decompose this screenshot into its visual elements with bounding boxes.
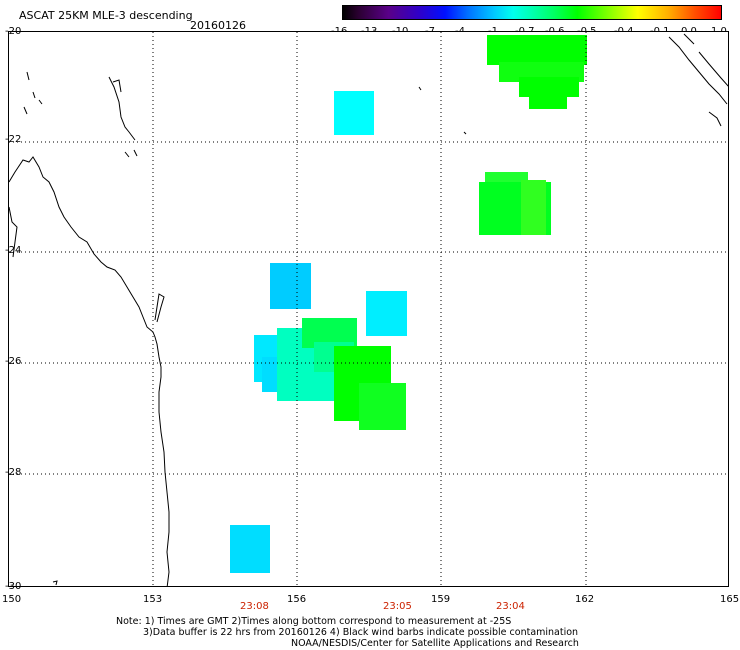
note-line-1: Note: 1) Times are GMT 2)Times along bot… [116,616,512,627]
lon-label: 153 [143,594,163,605]
lat-label: -26 [5,356,22,367]
map-date: 20160126 [190,19,246,32]
note-line-2: 3)Data buffer is 22 hrs from 20160126 4)… [143,627,579,638]
lat-label: -20 [5,26,22,37]
lat-label: -22 [5,134,22,145]
wind-cell [270,263,311,309]
lon-label: 156 [287,594,307,605]
wind-cell [487,35,587,65]
new-caledonia-coastline [668,33,728,105]
time-label: 23:05 [383,601,412,612]
lon-label: 165 [720,594,740,605]
lon-label: 162 [575,594,595,605]
wind-cell [334,91,374,135]
wind-map [8,31,729,587]
lon-label: 150 [2,594,22,605]
map-title: ASCAT 25KM MLE-3 descending [19,9,193,22]
wind-cell [366,291,407,336]
wind-cell [521,180,546,235]
lat-label: -30 [5,581,22,592]
lat-label: -28 [5,467,22,478]
time-label: 23:08 [240,601,269,612]
lat-label: -24 [5,245,22,256]
time-label: 23:04 [496,601,525,612]
wind-cell [529,82,567,109]
wind-cell [359,383,406,430]
lon-label: 159 [431,594,451,605]
color-scale-bar [342,5,722,20]
australia-coastline [9,156,170,586]
wind-cell [230,525,270,573]
map-overlay [9,32,728,586]
note-line-3: NOAA/NESDIS/Center for Satellite Applica… [291,638,579,649]
